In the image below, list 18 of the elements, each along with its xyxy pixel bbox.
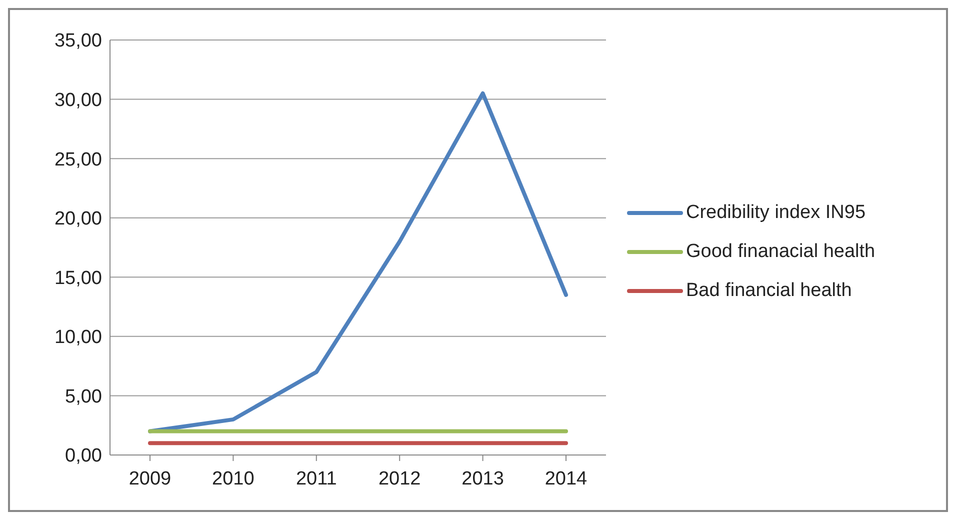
y-tick-label: 25,00 <box>54 149 102 170</box>
line-series <box>148 91 568 434</box>
y-tick-label: 5,00 <box>65 386 102 408</box>
y-tick-label: 30,00 <box>54 90 102 112</box>
y-tick-label: 20,00 <box>54 208 102 230</box>
x-tick-label: 2013 <box>462 468 504 490</box>
legend-label: Credibility index IN95 <box>686 202 866 224</box>
x-tick-label: 2012 <box>378 468 421 490</box>
y-tick-label: 15,00 <box>54 268 102 289</box>
x-tick-label: 2014 <box>544 468 588 490</box>
x-tick-label: 2010 <box>212 468 254 490</box>
y-tick-label: 10,00 <box>54 327 102 348</box>
legend-label: Good finanacial health <box>686 240 876 262</box>
legend-label: Bad financial health <box>686 280 852 302</box>
x-tick-label: 2011 <box>296 468 337 490</box>
y-tick-label: 0,00 <box>65 446 102 467</box>
x-tick-label: 2009 <box>128 468 172 490</box>
y-tick-label: 35,00 <box>54 30 102 52</box>
